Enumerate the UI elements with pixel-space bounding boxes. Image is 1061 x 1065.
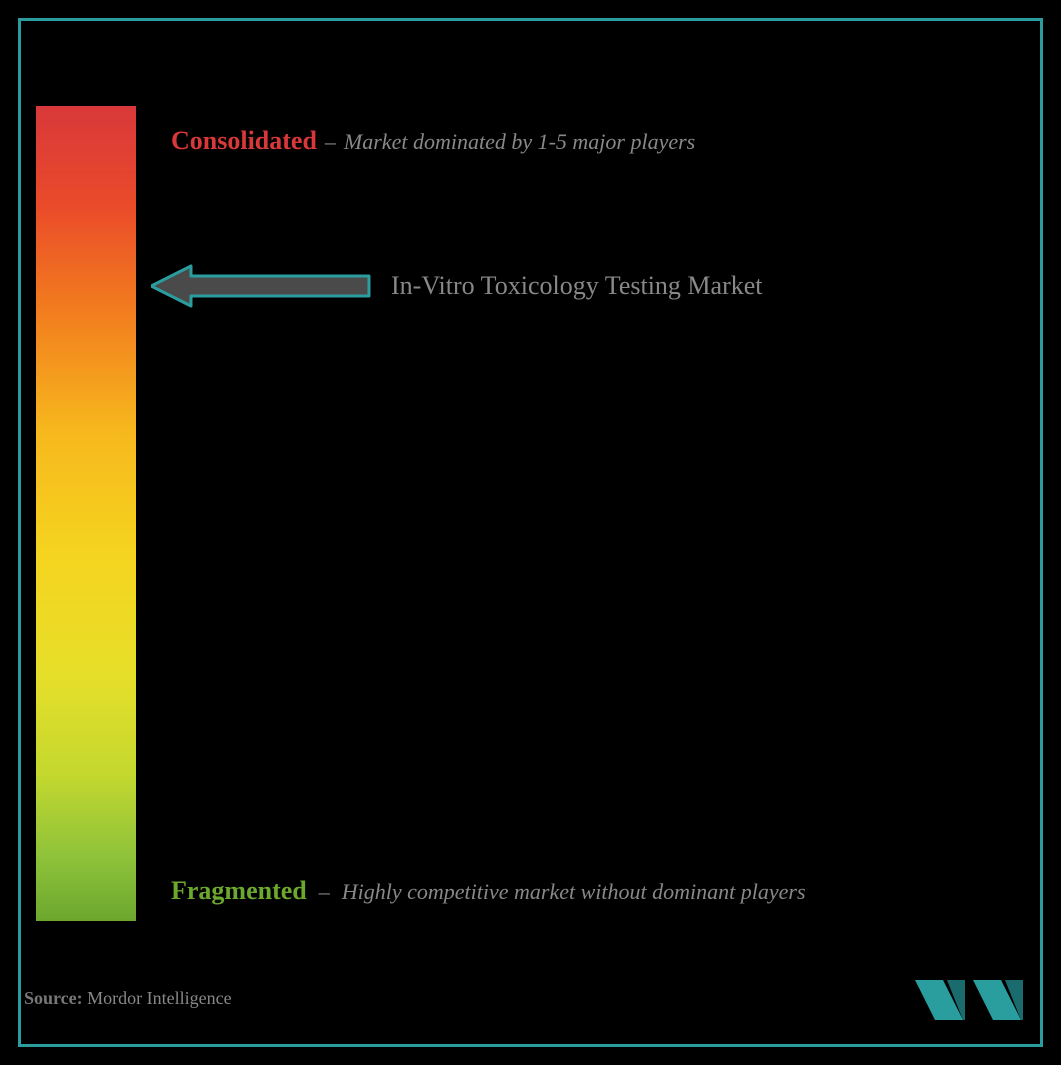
fragmented-label: Fragmented – Highly competitive market w…	[171, 876, 806, 906]
brand-logo-icon	[915, 972, 1025, 1032]
arrow-left-icon	[151, 261, 371, 311]
market-name: In-Vitro Toxicology Testing Market	[391, 271, 763, 301]
consolidated-description: Market dominated by 1-5 major players	[344, 129, 695, 155]
source-label: Source:	[24, 988, 83, 1008]
chart-container: Consolidated – Market dominated by 1-5 m…	[18, 18, 1043, 1047]
fragmented-separator: –	[319, 879, 330, 905]
consolidated-separator: –	[325, 129, 336, 155]
source-value: Mordor Intelligence	[87, 988, 231, 1008]
consolidated-title: Consolidated	[171, 126, 317, 156]
source-attribution: Source: Mordor Intelligence	[24, 988, 232, 1009]
fragmented-description: Highly competitive market without domina…	[342, 879, 806, 905]
market-pointer: In-Vitro Toxicology Testing Market	[151, 261, 763, 311]
fragmented-title: Fragmented	[171, 876, 307, 906]
gradient-scale-bar	[36, 106, 136, 921]
consolidated-label: Consolidated – Market dominated by 1-5 m…	[171, 126, 695, 156]
